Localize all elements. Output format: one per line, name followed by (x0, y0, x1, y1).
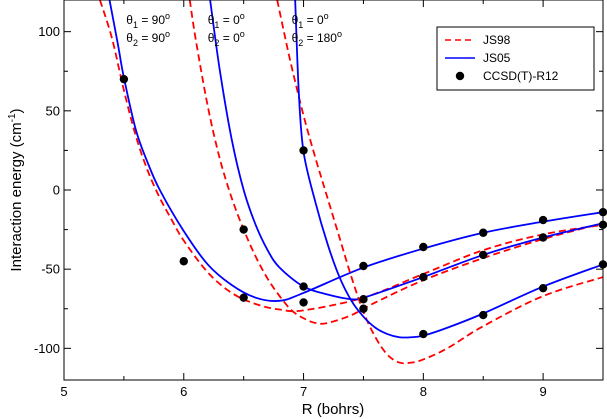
y-tick-label: -100 (34, 341, 60, 356)
ccsd-point (419, 329, 428, 339)
angle-annotation-2-line2: θ2 = 180o (292, 29, 342, 48)
x-tick-label: 9 (539, 384, 546, 399)
ccsd-point (538, 233, 548, 242)
ccsd-point (299, 146, 308, 155)
ccsd-point (538, 283, 548, 293)
ccsd-point (419, 242, 428, 252)
angle-annotation-1-line1: θ1 = 0o (208, 11, 245, 30)
axis-ticks: 5 6 7 8 9 -100 -50 0 50 100 (34, 0, 603, 399)
ccsd-point (479, 310, 488, 320)
x-tick-label: 7 (300, 384, 307, 399)
series-line-js05-3 (209, 0, 603, 301)
y-tick-label: 0 (53, 183, 60, 198)
y-axis-title-superscript: -1 (7, 113, 18, 122)
ccsd-point (119, 74, 129, 84)
ccsd-point (419, 272, 428, 282)
series-line-js05-1 (108, 0, 603, 302)
ccsd-point (479, 228, 488, 237)
y-tick-label: 100 (38, 24, 60, 39)
y-tick-label: -50 (41, 262, 60, 277)
legend: JS98 JS05 CCSD(T)-R12 (436, 26, 595, 91)
y-axis-title: Interaction energy (cm-1) (7, 108, 25, 271)
angle-annotation-0-line2: θ2 = 90o (126, 29, 170, 48)
ccsd-point (299, 282, 308, 291)
series-line-js05-5 (294, 0, 603, 339)
ccsd-point (299, 298, 308, 307)
y-axis-title-close: ) (8, 108, 25, 113)
ccsd-point (239, 225, 248, 234)
ccsd-point (538, 215, 548, 225)
legend-label-js98: JS98 (483, 33, 511, 47)
y-tick-label: 50 (46, 103, 60, 118)
ccsd-point (359, 261, 368, 271)
x-tick-label: 6 (180, 384, 187, 399)
angle-annotation-2-line1: θ1 = 0o (292, 11, 329, 30)
ccsd-point (239, 293, 248, 302)
angle-annotation-0-line1: θ1 = 90o (126, 11, 170, 30)
ccsd-point (359, 295, 368, 304)
series-line-js98-4 (276, 0, 603, 365)
legend-label-ccsd: CCSD(T)-R12 (483, 69, 559, 83)
ccsd-point (179, 257, 188, 266)
data-markers (119, 74, 607, 339)
legend-swatch-ccsd (455, 71, 465, 81)
legend-label-js05: JS05 (483, 51, 511, 65)
angle-annotation-1-line2: θ2 = 0o (208, 29, 245, 48)
ccsd-point (479, 250, 488, 260)
x-tick-label: 8 (420, 384, 427, 399)
y-axis-title-main: Interaction energy (cm (8, 122, 25, 271)
x-axis-title: R (bohrs) (302, 401, 365, 418)
ccsd-point (359, 304, 368, 313)
x-tick-label: 5 (60, 384, 67, 399)
